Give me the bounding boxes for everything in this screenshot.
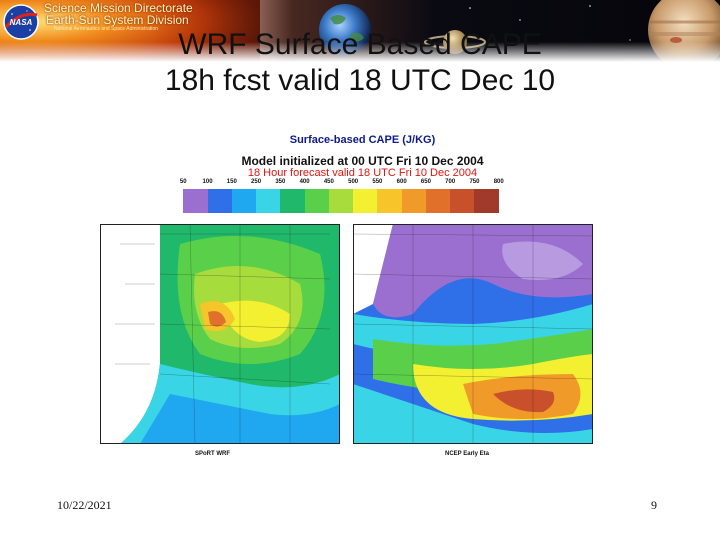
forecast-valid-line: 18 Hour forecast valid 18 UTC Fri 10 Dec… [247,167,478,179]
model-init-line: Model initialized at 00 UTC Fri 10 Dec 2… [241,154,484,168]
colorbar-swatch [353,189,378,213]
colorbar-swatch [231,189,257,213]
colorbar-tick-label: 400 [299,179,310,185]
colorbar-swatch [498,189,523,213]
colorbar-tick-label: 650 [420,179,431,185]
colorbar-swatch [280,189,305,213]
space-banner-image [0,0,720,62]
colorbar-tick-label: 500 [348,179,359,185]
colorbar-swatch [401,189,426,213]
colorbar-tick-label: 700 [445,179,456,185]
figure-title: Surface-based CAPE (J/KG) [289,134,436,146]
slide-title-line-2: 18h fcst valid 18 UTC Dec 10 [164,64,556,97]
colorbar-tick-label: 100 [202,179,213,185]
slide-title-line-1: WRF Surface Based CAPE [178,28,542,61]
page-number: 9 [651,498,657,512]
colorbar-swatches [159,189,523,213]
colorbar-swatch [304,189,329,213]
colorbar-tick-label: 750 [469,179,480,185]
colorbar: 50 100 150 250 350 400 450 500 550 600 650 700 750 80… [159,179,523,213]
colorbar-swatch [474,189,499,213]
colorbar-swatch [377,189,402,213]
colorbar-tick-label: 50 [179,179,187,185]
colorbar-swatch [425,189,451,213]
colorbar-tick-label: 550 [372,179,383,185]
ncep-eta-map [353,224,593,444]
colorbar-tick-label: 250 [251,179,262,185]
colorbar-swatch [207,189,232,213]
colorbar-swatch [256,189,281,213]
colorbar-tick-label: 800 [493,179,504,185]
left-panel-caption: SPoRT WRF [195,451,230,457]
colorbar-tick-label: 350 [275,179,286,185]
right-panel-caption: NCEP Early Eta [445,451,489,457]
footer-date: 10/22/2021 [57,498,112,512]
colorbar-tick-label: 600 [396,179,407,185]
nasa-logo-text: NASA [10,18,33,27]
nasa-logo: NASA [2,3,40,41]
colorbar-swatch [159,189,184,213]
colorbar-swatch [183,189,208,213]
division-name: Earth-Sun System Division [46,13,189,27]
cape-forecast-figure: Surface-based CAPE (J/KG) Model initiali… [95,128,595,468]
colorbar-swatch [450,189,475,213]
header-banner [0,0,720,62]
colorbar-tick-label: 150 [226,179,237,185]
colorbar-tick-label: 450 [323,179,334,185]
colorbar-ticks: 50 100 150 250 350 400 450 500 550 600 650 700 750 80… [159,179,523,188]
sport-wrf-map [100,224,340,444]
directorate-name: Science Mission Directorate [44,1,193,15]
colorbar-swatch [328,189,354,213]
agency-name: National Aeronautics and Space Administr… [54,26,158,32]
